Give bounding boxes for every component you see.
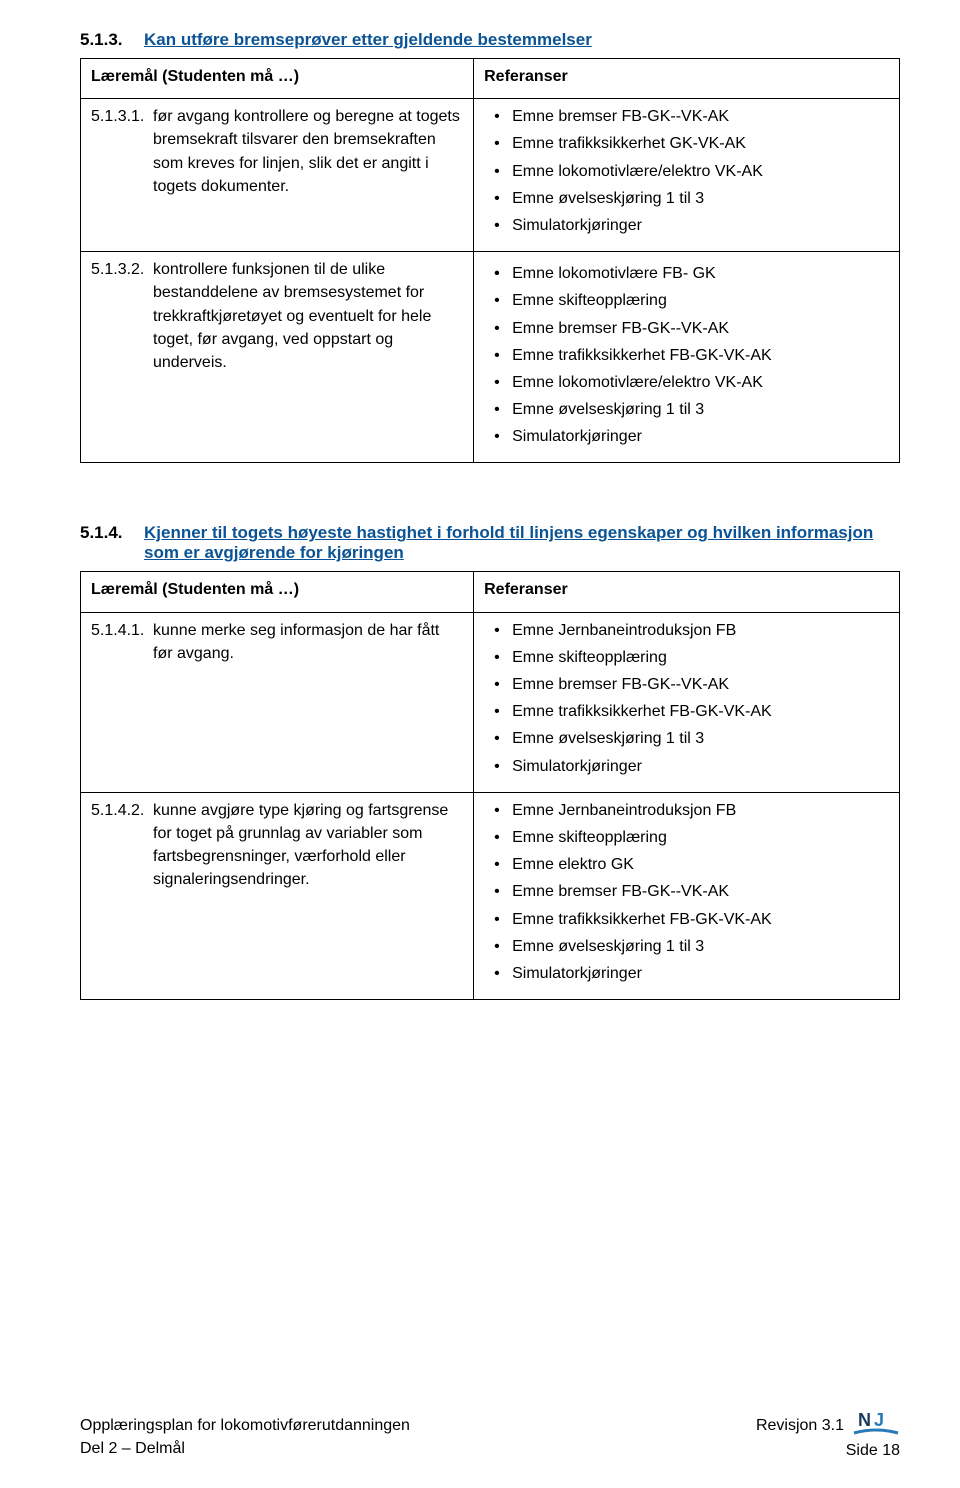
- refs-list: Emne bremser FB-GK--VK-AK Emne trafikksi…: [484, 105, 889, 237]
- table-row: 5.1.4.2. kunne avgjøre type kjøring og f…: [81, 792, 900, 999]
- goal-number: 5.1.3.2.: [91, 258, 153, 374]
- section-514-number: 5.1.4.: [80, 523, 144, 543]
- section-513-title-link[interactable]: Kan utføre bremseprøver etter gjeldende …: [144, 30, 592, 50]
- section-513-heading: 5.1.3. Kan utføre bremseprøver etter gje…: [80, 30, 900, 50]
- list-item: Emne bremser FB-GK--VK-AK: [484, 673, 889, 696]
- section-513-number: 5.1.3.: [80, 30, 144, 50]
- list-item: Emne skifteopplæring: [484, 826, 889, 849]
- goal-text: kunne avgjøre type kjøring og fartsgrens…: [153, 799, 463, 892]
- list-item: Emne bremser FB-GK--VK-AK: [484, 105, 889, 128]
- list-item: Simulatorkjøringer: [484, 755, 889, 778]
- list-item: Emne øvelseskjøring 1 til 3: [484, 727, 889, 750]
- footer-revision: Revisjon 3.1: [756, 1417, 844, 1435]
- list-item: Emne lokomotivlære/elektro VK-AK: [484, 371, 889, 394]
- refs-cell: Emne Jernbaneintroduksjon FB Emne skifte…: [474, 792, 900, 999]
- refs-cell: Emne Jernbaneintroduksjon FB Emne skifte…: [474, 612, 900, 792]
- refs-list: Emne lokomotivlære FB- GK Emne skifteopp…: [484, 262, 889, 448]
- page-footer: Opplæringsplan for lokomotivførerutdanni…: [80, 1409, 900, 1460]
- table-header-right: Referanser: [474, 59, 900, 99]
- table-header-left: Læremål (Studenten må …): [81, 59, 474, 99]
- footer-left-line1: Opplæringsplan for lokomotivførerutdanni…: [80, 1415, 410, 1437]
- section-spacer: [80, 463, 900, 523]
- footer-page-number: Side 18: [846, 1442, 900, 1460]
- table-row: 5.1.3.2. kontrollere funksjonen til de u…: [81, 252, 900, 463]
- section-514-title-link[interactable]: Kjenner til togets høyeste hastighet i f…: [144, 523, 900, 563]
- goal-cell: 5.1.3.1. før avgang kontrollere og bereg…: [81, 99, 474, 252]
- page-content: 5.1.3. Kan utføre bremseprøver etter gje…: [0, 0, 960, 1000]
- table-row: 5.1.3.1. før avgang kontrollere og bereg…: [81, 99, 900, 252]
- list-item: Emne trafikksikkerhet FB-GK-VK-AK: [484, 344, 889, 367]
- svg-text:J: J: [874, 1410, 884, 1430]
- goal-text: før avgang kontrollere og beregne at tog…: [153, 105, 463, 198]
- goal-cell: 5.1.3.2. kontrollere funksjonen til de u…: [81, 252, 474, 463]
- refs-cell: Emne bremser FB-GK--VK-AK Emne trafikksi…: [474, 99, 900, 252]
- table-header-left: Læremål (Studenten må …): [81, 572, 474, 612]
- goal-cell: 5.1.4.2. kunne avgjøre type kjøring og f…: [81, 792, 474, 999]
- list-item: Emne øvelseskjøring 1 til 3: [484, 187, 889, 210]
- table-514: Læremål (Studenten må …) Referanser 5.1.…: [80, 571, 900, 1000]
- list-item: Emne Jernbaneintroduksjon FB: [484, 619, 889, 642]
- table-row: 5.1.4.1. kunne merke seg informasjon de …: [81, 612, 900, 792]
- goal-text: kunne merke seg informasjon de har fått …: [153, 619, 463, 665]
- footer-left-line2: Del 2 – Delmål: [80, 1438, 410, 1460]
- svg-text:N: N: [858, 1410, 871, 1430]
- list-item: Simulatorkjøringer: [484, 425, 889, 448]
- list-item: Emne Jernbaneintroduksjon FB: [484, 799, 889, 822]
- list-item: Emne øvelseskjøring 1 til 3: [484, 398, 889, 421]
- list-item: Emne trafikksikkerhet FB-GK-VK-AK: [484, 700, 889, 723]
- list-item: Emne lokomotivlære/elektro VK-AK: [484, 160, 889, 183]
- footer-right-top: Revisjon 3.1 N J: [756, 1409, 900, 1442]
- goal-number: 5.1.3.1.: [91, 105, 153, 198]
- list-item: Emne skifteopplæring: [484, 289, 889, 312]
- footer-left: Opplæringsplan for lokomotivførerutdanni…: [80, 1415, 410, 1460]
- list-item: Emne elektro GK: [484, 853, 889, 876]
- section-514-heading: 5.1.4. Kjenner til togets høyeste hastig…: [80, 523, 900, 563]
- list-item: Emne skifteopplæring: [484, 646, 889, 669]
- list-item: Emne bremser FB-GK--VK-AK: [484, 880, 889, 903]
- list-item: Simulatorkjøringer: [484, 962, 889, 985]
- goal-cell: 5.1.4.1. kunne merke seg informasjon de …: [81, 612, 474, 792]
- list-item: Emne lokomotivlære FB- GK: [484, 262, 889, 285]
- refs-cell: Emne lokomotivlære FB- GK Emne skifteopp…: [474, 252, 900, 463]
- nj-logo-icon: N J: [852, 1409, 900, 1442]
- goal-number: 5.1.4.2.: [91, 799, 153, 892]
- list-item: Emne trafikksikkerhet GK-VK-AK: [484, 132, 889, 155]
- goal-number: 5.1.4.1.: [91, 619, 153, 665]
- refs-list: Emne Jernbaneintroduksjon FB Emne skifte…: [484, 619, 889, 778]
- table-header-right: Referanser: [474, 572, 900, 612]
- refs-list: Emne Jernbaneintroduksjon FB Emne skifte…: [484, 799, 889, 985]
- goal-text: kontrollere funksjonen til de ulike best…: [153, 258, 463, 374]
- list-item: Emne trafikksikkerhet FB-GK-VK-AK: [484, 908, 889, 931]
- table-header-row: Læremål (Studenten må …) Referanser: [81, 572, 900, 612]
- list-item: Emne øvelseskjøring 1 til 3: [484, 935, 889, 958]
- table-header-row: Læremål (Studenten må …) Referanser: [81, 59, 900, 99]
- list-item: Simulatorkjøringer: [484, 214, 889, 237]
- table-513: Læremål (Studenten må …) Referanser 5.1.…: [80, 58, 900, 463]
- list-item: Emne bremser FB-GK--VK-AK: [484, 317, 889, 340]
- footer-right: Revisjon 3.1 N J Side 18: [756, 1409, 900, 1460]
